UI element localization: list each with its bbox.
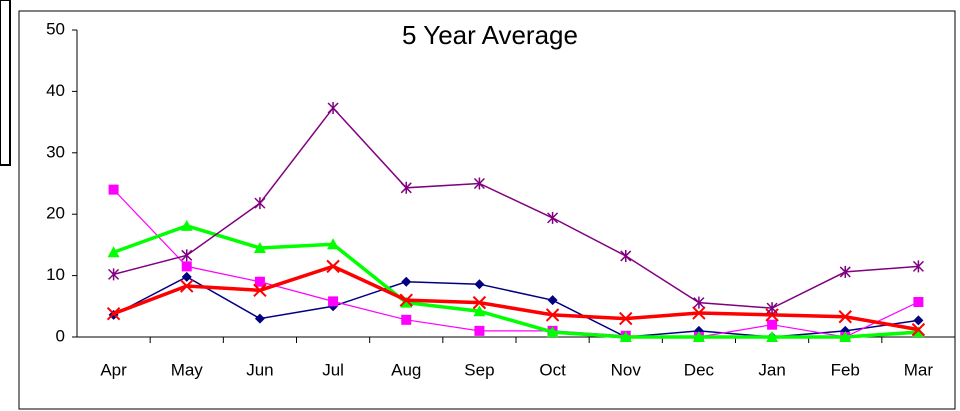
y-tick-label: 50 bbox=[46, 19, 65, 38]
marker bbox=[401, 276, 412, 287]
marker bbox=[108, 184, 119, 195]
marker bbox=[181, 249, 193, 262]
marker bbox=[253, 283, 267, 298]
chart-frame bbox=[18, 10, 956, 410]
x-tick-label: Mar bbox=[904, 360, 934, 379]
y-tick-label: 30 bbox=[46, 142, 65, 161]
marker bbox=[839, 265, 851, 278]
marker bbox=[401, 314, 412, 325]
y-tick-label: 40 bbox=[46, 81, 65, 100]
y-tick-label: 10 bbox=[46, 265, 65, 284]
marker bbox=[839, 331, 852, 342]
marker bbox=[254, 313, 265, 324]
marker bbox=[912, 326, 925, 338]
marker bbox=[253, 241, 266, 253]
marker bbox=[913, 297, 924, 308]
y-tick-label: 20 bbox=[46, 204, 65, 223]
marker bbox=[765, 308, 779, 322]
marker bbox=[327, 101, 339, 114]
marker bbox=[913, 315, 924, 326]
side-box bbox=[0, 0, 11, 166]
x-tick-label: Oct bbox=[539, 360, 566, 379]
marker bbox=[545, 308, 560, 322]
marker bbox=[181, 261, 192, 272]
marker bbox=[326, 259, 340, 274]
marker bbox=[473, 305, 486, 317]
series-line bbox=[112, 264, 919, 332]
x-tick-label: May bbox=[171, 360, 204, 379]
marker bbox=[108, 268, 120, 281]
marker bbox=[766, 331, 779, 342]
marker bbox=[547, 211, 559, 224]
series-line bbox=[112, 224, 919, 339]
marker bbox=[327, 238, 340, 250]
x-tick-label: Jun bbox=[246, 360, 273, 379]
marker bbox=[472, 295, 487, 310]
marker bbox=[328, 296, 339, 307]
marker bbox=[546, 326, 559, 338]
marker bbox=[474, 325, 485, 336]
x-tick-label: Apr bbox=[100, 360, 127, 379]
series-line bbox=[113, 189, 919, 338]
marker bbox=[619, 331, 632, 342]
marker bbox=[912, 260, 924, 273]
marker bbox=[911, 322, 926, 337]
x-tick-label: Feb bbox=[831, 360, 860, 379]
marker bbox=[181, 271, 192, 282]
marker bbox=[106, 306, 121, 321]
title-background bbox=[340, 18, 622, 54]
marker bbox=[254, 197, 266, 210]
x-tick-label: Nov bbox=[611, 360, 642, 379]
marker bbox=[400, 181, 412, 194]
marker bbox=[692, 306, 706, 320]
marker bbox=[767, 319, 778, 330]
marker bbox=[180, 219, 193, 231]
marker bbox=[766, 302, 778, 315]
series-line bbox=[113, 275, 919, 338]
marker bbox=[473, 177, 485, 190]
marker bbox=[399, 293, 413, 307]
x-tick-label: Jan bbox=[758, 360, 785, 379]
x-tick-label: Dec bbox=[684, 360, 715, 379]
x-tick-label: Jul bbox=[322, 360, 344, 379]
marker bbox=[693, 296, 705, 309]
marker bbox=[547, 295, 558, 306]
x-tick-label: Aug bbox=[391, 360, 421, 379]
marker bbox=[620, 249, 632, 262]
y-tick-label: 0 bbox=[56, 326, 65, 345]
marker bbox=[180, 279, 194, 293]
series-line bbox=[113, 106, 919, 309]
marker bbox=[838, 310, 852, 324]
chart-title: 5 Year Average bbox=[402, 20, 578, 50]
marker bbox=[254, 276, 265, 287]
marker bbox=[619, 311, 633, 326]
marker bbox=[692, 331, 705, 342]
marker bbox=[400, 296, 413, 308]
marker bbox=[107, 246, 120, 258]
x-tick-label: Sep bbox=[464, 360, 494, 379]
marker bbox=[474, 279, 485, 290]
